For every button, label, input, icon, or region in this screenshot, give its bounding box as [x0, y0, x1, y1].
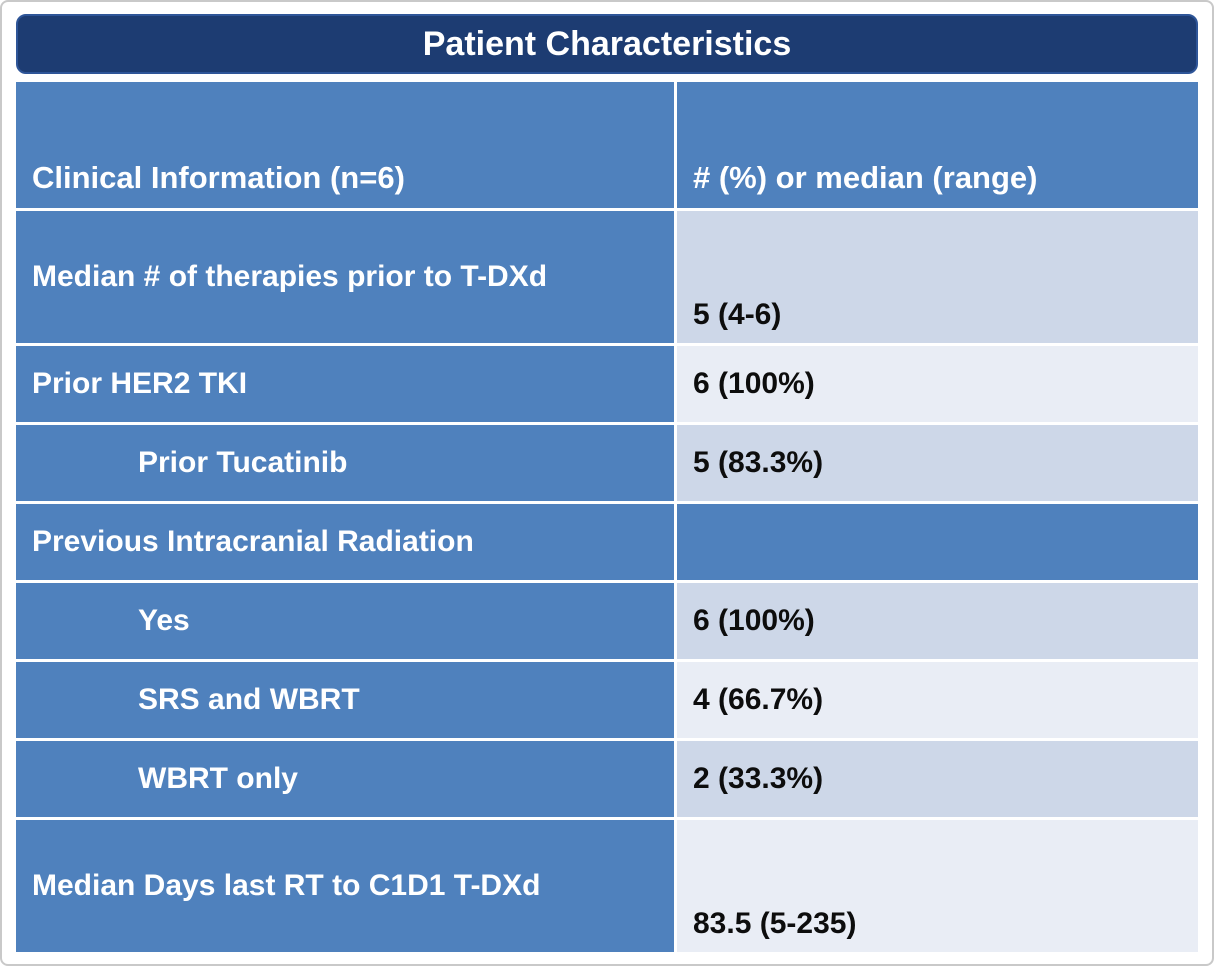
row-label: Median Days last RT to C1D1 T-DXd — [16, 820, 674, 952]
row-label: Previous Intracranial Radiation — [16, 504, 674, 580]
row-value: 5 (4-6) — [677, 211, 1198, 343]
column-header-value: # (%) or median (range) — [677, 82, 1198, 208]
row-value: 6 (100%) — [677, 583, 1198, 659]
column-header-clinical-information: Clinical Information (n=6) — [16, 82, 674, 208]
row-label: Prior Tucatinib — [16, 425, 674, 501]
table-row: Yes 6 (100%) — [16, 583, 1198, 659]
row-label: Median # of therapies prior to T-DXd — [16, 211, 674, 343]
row-value: 83.5 (5-235) — [677, 820, 1198, 952]
row-label: Yes — [16, 583, 674, 659]
row-value: 6 (100%) — [677, 346, 1198, 422]
patient-characteristics-table: Clinical Information (n=6) # (%) or medi… — [16, 82, 1198, 952]
row-value — [677, 504, 1198, 580]
table-row: Median # of therapies prior to T-DXd 5 (4… — [16, 211, 1198, 343]
row-label: SRS and WBRT — [16, 662, 674, 738]
table-row: WBRT only 2 (33.3%) — [16, 741, 1198, 817]
row-value: 2 (33.3%) — [677, 741, 1198, 817]
row-value: 5 (83.3%) — [677, 425, 1198, 501]
row-label: Prior HER2 TKI — [16, 346, 674, 422]
row-value: 4 (66.7%) — [677, 662, 1198, 738]
table-row: Prior HER2 TKI 6 (100%) — [16, 346, 1198, 422]
table-header-row: Clinical Information (n=6) # (%) or medi… — [16, 82, 1198, 208]
table-row: Prior Tucatinib 5 (83.3%) — [16, 425, 1198, 501]
row-label: WBRT only — [16, 741, 674, 817]
table-row: SRS and WBRT 4 (66.7%) — [16, 662, 1198, 738]
table-row: Median Days last RT to C1D1 T-DXd 83.5 (5… — [16, 820, 1198, 952]
table-title: Patient Characteristics — [16, 14, 1198, 74]
table-row: Previous Intracranial Radiation — [16, 504, 1198, 580]
